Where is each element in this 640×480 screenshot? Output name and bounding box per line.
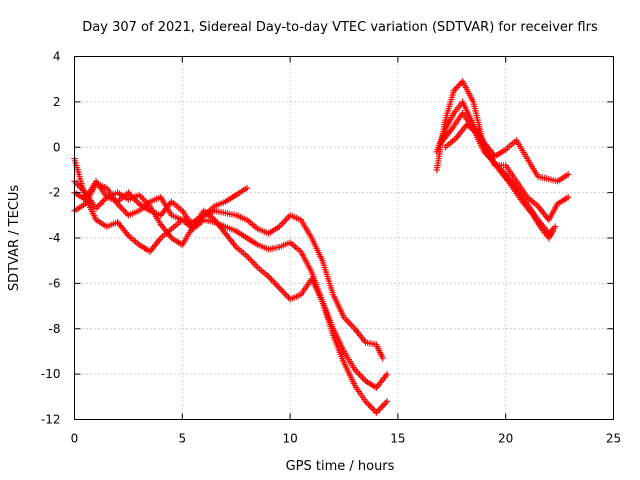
data-points <box>71 78 572 416</box>
data-point <box>271 279 278 287</box>
y-tick-label: -6 <box>49 276 61 290</box>
data-point <box>370 406 377 413</box>
data-point <box>119 205 126 213</box>
data-point <box>282 216 289 224</box>
data-point <box>343 317 351 324</box>
data-point <box>350 323 357 331</box>
data-point <box>373 409 380 416</box>
y-tick-label: 0 <box>53 140 61 154</box>
data-point <box>276 284 283 292</box>
data-point <box>450 87 458 94</box>
axis-ticks: 0 5 10 15 20 25 -12 -10 -8 -6 -4 -2 0 2 4 <box>41 50 621 446</box>
data-point <box>377 404 385 412</box>
data-point <box>273 281 280 288</box>
x-tick-label: 10 <box>282 432 297 446</box>
data-point <box>348 322 355 329</box>
data-point <box>282 291 289 298</box>
y-tick-label: -4 <box>49 231 61 245</box>
data-point <box>120 207 127 214</box>
data-point <box>246 256 254 263</box>
data-point <box>249 259 257 266</box>
data-point <box>115 202 123 209</box>
series-8 <box>442 121 557 242</box>
x-tick-label: 20 <box>498 432 513 446</box>
data-point <box>268 276 275 284</box>
data-point <box>72 179 80 187</box>
series-7 <box>437 110 559 237</box>
data-point <box>368 404 375 412</box>
y-tick-label: -12 <box>41 413 61 427</box>
y-tick-label: -2 <box>49 186 61 200</box>
data-point <box>279 220 286 227</box>
y-axis-label: SDTVAR / TECUs <box>7 185 22 292</box>
x-tick-label: 15 <box>390 432 405 446</box>
data-point <box>366 403 374 410</box>
series-2 <box>71 180 387 362</box>
data-point <box>354 369 362 377</box>
y-tick-label: 4 <box>53 50 61 64</box>
data-point <box>565 171 572 178</box>
data-point <box>565 193 572 201</box>
data-point <box>285 294 292 301</box>
data-point <box>365 401 372 408</box>
data-point <box>74 181 81 188</box>
data-point <box>383 370 391 378</box>
data-point <box>345 319 352 326</box>
data-point <box>245 254 252 261</box>
gridlines <box>74 56 614 420</box>
data-point <box>274 283 281 290</box>
data-point <box>455 82 462 90</box>
data-point <box>456 81 463 88</box>
data-point <box>132 197 140 204</box>
data-point <box>383 398 391 405</box>
data-point <box>382 399 389 407</box>
data-point <box>376 406 383 413</box>
data-point <box>99 198 106 206</box>
y-tick-label: -8 <box>49 322 61 336</box>
data-point <box>549 227 557 235</box>
x-tick-label: 25 <box>606 432 621 446</box>
data-point <box>379 355 387 362</box>
series-4 <box>71 178 391 416</box>
x-tick-label: 0 <box>71 432 79 446</box>
data-point <box>253 262 260 270</box>
data-point <box>117 204 124 211</box>
x-tick-label: 5 <box>178 432 186 446</box>
data-point <box>346 320 354 328</box>
data-point <box>280 289 288 296</box>
data-point <box>97 200 104 207</box>
data-point <box>248 257 255 265</box>
data-point <box>137 193 144 200</box>
data-point <box>380 401 388 408</box>
data-point <box>356 371 363 378</box>
data-point <box>266 274 274 282</box>
y-tick-label: 2 <box>53 95 61 109</box>
data-point <box>277 286 285 293</box>
data-point <box>552 223 559 230</box>
x-axis-label: GPS time / hours <box>286 459 395 474</box>
data-point <box>453 84 461 91</box>
data-point <box>452 85 459 93</box>
data-point <box>95 202 103 209</box>
data-point <box>243 184 251 192</box>
data-point <box>374 407 382 415</box>
data-point <box>285 213 292 221</box>
data-point <box>123 210 131 217</box>
y-tick-label: -10 <box>41 367 61 381</box>
data-point <box>363 399 371 407</box>
data-point <box>280 218 288 225</box>
data-point <box>251 261 258 268</box>
data-point <box>359 374 366 381</box>
chart-title: Day 307 of 2021, Sidereal Day-to-day VTE… <box>82 20 598 35</box>
data-point <box>379 403 386 410</box>
data-point <box>279 287 286 295</box>
